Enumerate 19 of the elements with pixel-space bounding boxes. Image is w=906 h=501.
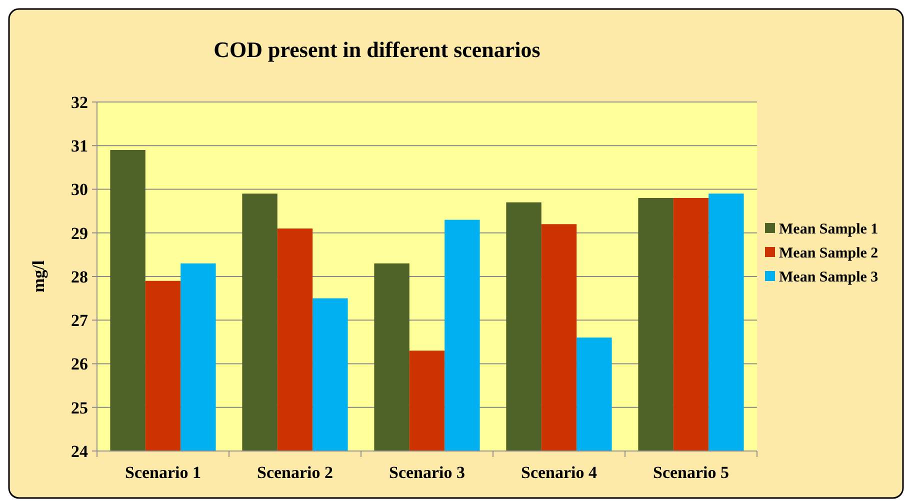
y-tick-label: 31 <box>71 136 88 156</box>
legend-label: Mean Sample 3 <box>779 269 878 286</box>
y-tick-label: 26 <box>71 354 88 374</box>
x-tick-label: Scenario 5 <box>652 463 730 482</box>
y-tick-label: 27 <box>71 311 88 330</box>
y-tick-label: 25 <box>71 398 88 418</box>
legend-label: Mean Sample 1 <box>779 221 878 238</box>
legend-label: Mean Sample 2 <box>779 245 878 262</box>
y-tick-label: 24 <box>71 442 88 461</box>
y-axis-title: mg/l <box>29 260 48 293</box>
y-tick-label: 32 <box>71 92 88 112</box>
chart-title: COD present in different scenarios <box>214 37 541 62</box>
y-tick-label: 29 <box>71 224 88 243</box>
x-tick-label: Scenario 2 <box>256 463 334 482</box>
y-tick-label: 30 <box>71 180 88 200</box>
y-tick-label: 28 <box>71 267 88 286</box>
x-tick-label: Scenario 3 <box>388 463 466 482</box>
x-tick-label: Scenario 4 <box>520 463 598 482</box>
x-tick-label: Scenario 1 <box>124 463 202 482</box>
